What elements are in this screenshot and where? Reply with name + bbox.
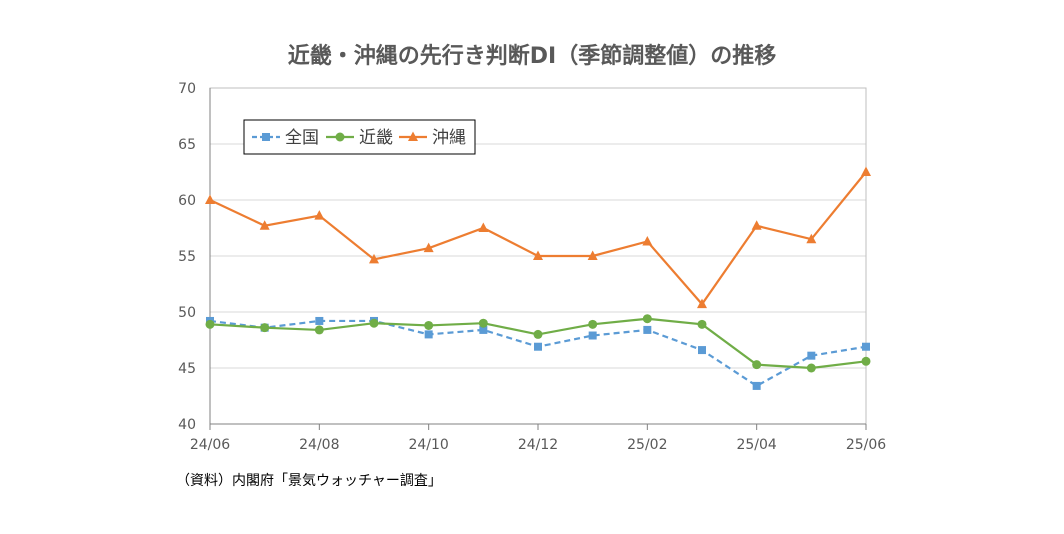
point-近畿-24/07 — [260, 323, 270, 333]
x-tick-label-25/04: 25/04 — [736, 437, 776, 453]
point-近畿-24/09 — [369, 318, 379, 328]
series-沖縄 — [205, 166, 871, 309]
x-tick-label-24/10: 24/10 — [408, 437, 448, 453]
series-全国 — [206, 316, 870, 390]
point-沖縄-24/07 — [259, 220, 270, 230]
series-近畿 — [205, 314, 871, 373]
point-沖縄-24/08 — [314, 210, 325, 220]
legend-label-全国: 全国 — [285, 128, 319, 148]
point-近畿-24/11 — [478, 318, 488, 328]
point-近畿-25/01 — [588, 319, 598, 329]
point-近畿-25/02 — [642, 314, 652, 324]
point-近畿-24/08 — [314, 325, 324, 335]
point-近畿-25/03 — [697, 319, 707, 329]
point-近畿-25/04 — [752, 360, 762, 370]
point-近畿-24/12 — [533, 329, 543, 339]
y-tick-label-65: 65 — [178, 137, 196, 153]
point-全国-25/04 — [752, 381, 761, 390]
y-tick-label-70: 70 — [178, 81, 196, 97]
x-tick-label-24/06: 24/06 — [190, 437, 230, 453]
y-tick-label-50: 50 — [178, 305, 196, 321]
point-全国-24/12 — [534, 342, 542, 351]
y-tick-label-55: 55 — [178, 249, 196, 265]
point-沖縄-25/04 — [751, 220, 762, 230]
point-沖縄-24/06 — [205, 194, 215, 204]
point-全国-25/01 — [588, 331, 597, 340]
point-沖縄-24/11 — [478, 222, 489, 232]
y-tick-label-60: 60 — [178, 193, 196, 209]
point-近畿-24/06 — [205, 319, 215, 329]
x-tick-label-24/12: 24/12 — [518, 437, 558, 453]
point-近畿-25/06 — [861, 356, 871, 366]
legend-label-近畿: 近畿 — [359, 128, 393, 148]
point-沖縄-24/10 — [423, 242, 434, 253]
x-tick-label-24/08: 24/08 — [299, 437, 339, 453]
x-tick-label-25/02: 25/02 — [627, 437, 667, 453]
point-近畿-25/05 — [806, 363, 816, 373]
point-沖縄-25/01 — [587, 250, 598, 260]
legend-marker-沖縄 — [408, 131, 418, 141]
point-全国-25/05 — [807, 351, 816, 360]
y-tick-label-45: 45 — [178, 361, 196, 377]
point-近畿-24/10 — [424, 320, 434, 330]
y-tick-label-40: 40 — [178, 417, 196, 433]
point-全国-25/02 — [643, 325, 652, 334]
point-沖縄-25/05 — [806, 233, 817, 244]
point-全国-25/06 — [862, 342, 870, 351]
legend-marker-近畿 — [335, 132, 345, 142]
series-line-沖縄 — [209, 171, 867, 306]
legend-box — [243, 119, 476, 155]
axes: 40 45 50 55 60 65 70 24/06 24/08 24/10 24/12 25/02 2… — [178, 81, 886, 453]
chart-title: 近畿・沖縄の先行き判断DI（季節調整値）の推移 — [287, 44, 777, 69]
point-沖縄-24/12 — [533, 250, 543, 260]
point-全国-24/11 — [479, 325, 488, 334]
legend: 全国 近畿 沖縄 — [243, 119, 476, 155]
source-note: （資料）内閣府「景気ウォッチャー調査」 — [176, 473, 442, 489]
point-全国-24/10 — [424, 330, 433, 339]
point-沖縄-25/02 — [642, 235, 653, 246]
legend-label-沖縄: 沖縄 — [432, 128, 466, 148]
point-沖縄-25/06 — [861, 166, 871, 176]
point-全国-24/08 — [315, 316, 324, 325]
series-lines — [205, 166, 871, 390]
point-沖縄-24/09 — [369, 253, 379, 264]
point-全国-25/03 — [698, 346, 706, 355]
point-沖縄-25/03 — [697, 298, 707, 309]
legend-marker-全国 — [262, 133, 270, 141]
x-tick-label-25/06: 25/06 — [846, 437, 886, 453]
